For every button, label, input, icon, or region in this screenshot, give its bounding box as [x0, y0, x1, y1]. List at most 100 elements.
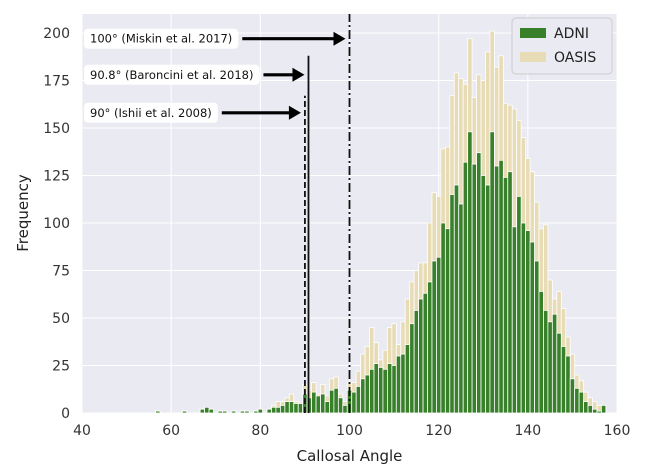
adni-bar	[418, 298, 424, 414]
adni-bar	[511, 226, 518, 414]
adni-bar	[391, 365, 397, 414]
adni-bar	[239, 410, 246, 414]
adni-bar	[596, 410, 602, 414]
adni-bar	[587, 404, 593, 414]
adni-bar	[507, 171, 513, 414]
adni-bar	[404, 344, 411, 414]
x-tick-label: 100	[336, 423, 363, 439]
adni-bar	[373, 363, 379, 414]
annotations: 100° (Miskin et al. 2017) 90.8° (Baroncin…	[84, 28, 346, 123]
y-tick-labels: 0 25 50 75 100 125 150 175 200	[43, 26, 70, 422]
y-tick-label: 175	[43, 74, 70, 90]
adni-bar	[222, 410, 228, 414]
annotation-arrow-head	[292, 67, 305, 82]
adni-bar	[288, 401, 295, 414]
adni-bar	[560, 346, 567, 414]
adni-bar	[458, 203, 464, 414]
adni-bar	[592, 408, 598, 414]
adni-bar	[409, 323, 415, 414]
adni-bar	[485, 184, 491, 414]
y-tick-label: 150	[43, 121, 70, 137]
annotation-arrow-head	[288, 105, 301, 120]
adni-bar	[324, 401, 330, 414]
x-axis-label: Callosal Angle	[297, 447, 403, 465]
annotation-text: 90° (Ishii et al. 2008)	[90, 106, 212, 120]
y-tick-label: 25	[52, 359, 70, 375]
adni-bar	[436, 256, 442, 414]
annotation-arrow-head	[333, 31, 346, 46]
adni-bar	[253, 410, 259, 414]
adni-bar	[476, 152, 482, 414]
x-tick-label: 80	[251, 423, 269, 439]
adni-bar	[516, 195, 522, 414]
y-tick-label: 0	[61, 406, 70, 422]
adni-bar	[230, 410, 237, 414]
adni-bar	[440, 222, 446, 414]
adni-bar	[155, 410, 161, 414]
adni-bar	[208, 408, 214, 414]
adni-bar	[342, 404, 348, 414]
adni-bar	[266, 408, 272, 414]
adni-bar	[400, 353, 406, 414]
x-tick-label: 120	[425, 423, 452, 439]
adni-bar	[284, 401, 290, 414]
adni-bar	[489, 131, 495, 414]
adni-bar	[199, 408, 206, 414]
adni-bar	[471, 163, 477, 414]
x-tick-label: 40	[73, 423, 91, 439]
adni-bar	[502, 176, 509, 414]
adni-bar	[275, 406, 281, 414]
adni-bar	[498, 159, 504, 414]
adni-bar	[565, 355, 571, 414]
legend-label-oasis: OASIS	[554, 50, 596, 66]
x-tick-label: 140	[514, 423, 541, 439]
adni-bar	[574, 387, 580, 414]
adni-bar	[297, 403, 304, 414]
adni-bar	[462, 161, 469, 414]
annotation-baroncini: 90.8° (Baroncini et al. 2018)	[84, 64, 305, 85]
adni-bar	[333, 387, 339, 414]
adni-bar	[534, 260, 540, 414]
legend: ADNI OASIS	[511, 17, 613, 75]
annotation-box	[84, 64, 260, 85]
adni-bar	[271, 406, 277, 414]
adni-bar	[378, 366, 384, 414]
adni-bar	[493, 165, 500, 414]
adni-bar	[520, 222, 527, 414]
x-tick-labels: 40 60 80 100 120 140 160	[73, 423, 630, 439]
adni-bar	[244, 410, 250, 414]
adni-bar	[444, 228, 451, 414]
adni-bar	[364, 374, 370, 414]
y-tick-label: 200	[43, 26, 70, 42]
adni-bar	[547, 321, 553, 414]
adni-bar	[395, 355, 402, 414]
adni-bar	[369, 368, 375, 414]
y-axis-label: Frequency	[14, 174, 32, 252]
adni-bar	[386, 363, 393, 414]
adni-bar	[467, 131, 473, 414]
y-tick-label: 50	[52, 311, 70, 327]
adni-bar	[217, 410, 223, 414]
legend-swatch-oasis	[520, 52, 546, 62]
adni-bar	[529, 241, 535, 414]
annotation-text: 90.8° (Baroncini et al. 2018)	[90, 68, 253, 82]
adni-bars	[155, 131, 607, 414]
adni-bar	[569, 378, 576, 414]
adni-bar	[583, 401, 589, 414]
adni-bar	[449, 194, 455, 414]
annotation-box	[84, 28, 239, 49]
adni-bar	[413, 309, 420, 414]
adni-bar	[351, 391, 357, 414]
adni-bar	[279, 404, 286, 414]
x-tick-label: 160	[604, 423, 631, 439]
adni-bar	[600, 404, 607, 414]
legend-label-adni: ADNI	[554, 26, 589, 42]
adni-bar	[311, 391, 317, 414]
adni-bar	[315, 395, 321, 414]
annotation-miskin: 100° (Miskin et al. 2017)	[84, 28, 346, 49]
adni-bar	[382, 368, 388, 414]
annotation-ishii: 90° (Ishii et al. 2008)	[84, 102, 301, 123]
adni-bar	[181, 410, 188, 414]
adni-bar	[329, 389, 335, 414]
